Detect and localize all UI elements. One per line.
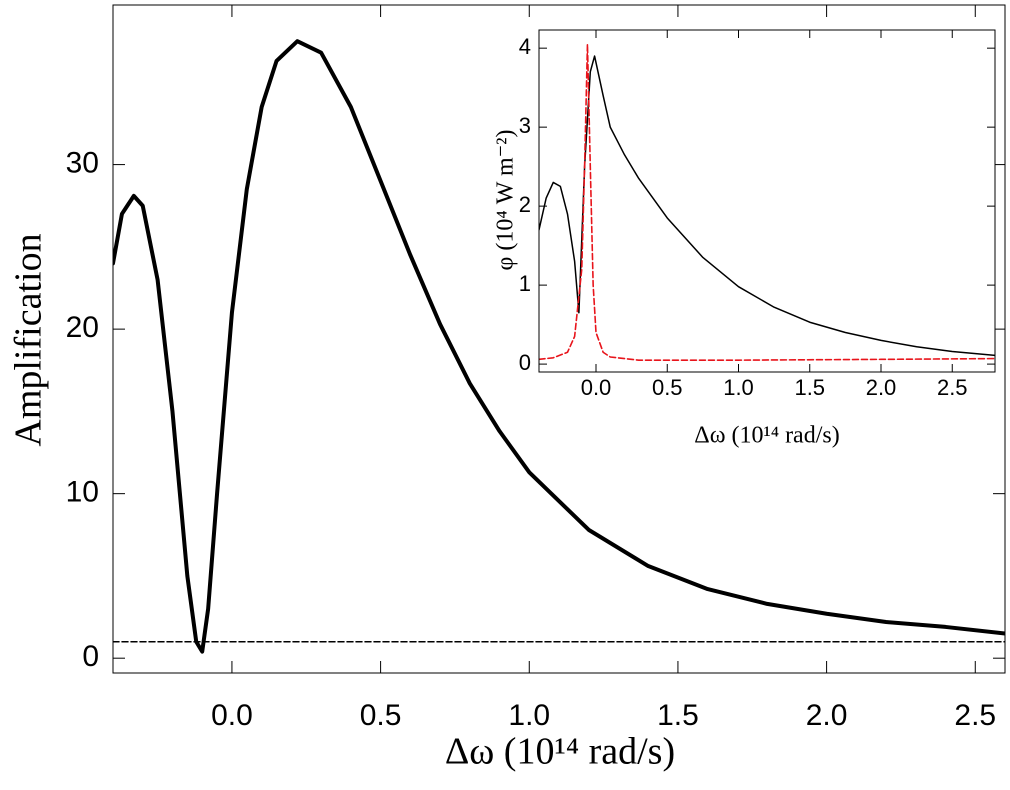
x-tick-label: 0.5	[360, 699, 402, 732]
x-axis-label: Δω (10¹⁴ rad/s)	[445, 731, 675, 773]
y-tick-label: 1	[519, 271, 531, 296]
x-tick-label: 1.5	[657, 699, 699, 732]
plot-area	[539, 30, 995, 372]
x-tick-label: 2.5	[954, 699, 996, 732]
curve	[113, 39, 1005, 654]
y-tick-label: 0	[82, 640, 99, 673]
x-tick-label: 1.0	[723, 375, 754, 400]
x-tick-label: 1.0	[508, 699, 550, 732]
y-tick-label: 10	[66, 476, 99, 509]
x-tick-label: 2.0	[866, 375, 897, 400]
y-tick-label: 20	[66, 311, 99, 344]
y-tick-label: 2	[519, 192, 531, 217]
x-tick-label: 0.5	[652, 375, 683, 400]
frame	[112, 4, 1006, 674]
frame	[538, 29, 996, 373]
y-axis-label: Amplification	[8, 233, 50, 446]
x-tick-label: 1.5	[794, 375, 825, 400]
curve	[539, 43, 995, 361]
x-tick-label: 0.0	[581, 375, 612, 400]
x-axis-label: Δω (10¹⁴ rad/s)	[694, 423, 839, 449]
y-tick-label: 4	[519, 34, 531, 59]
curve	[539, 55, 995, 357]
y-tick-label: 3	[519, 113, 531, 138]
y-tick-label: 0	[519, 350, 531, 375]
x-tick-label: 0.0	[211, 699, 253, 732]
y-tick-label: 30	[66, 147, 99, 180]
y-axis-label: φ (10⁴ W m⁻²)	[493, 130, 519, 271]
x-tick-label: 2.5	[937, 375, 968, 400]
x-tick-label: 2.0	[806, 699, 848, 732]
